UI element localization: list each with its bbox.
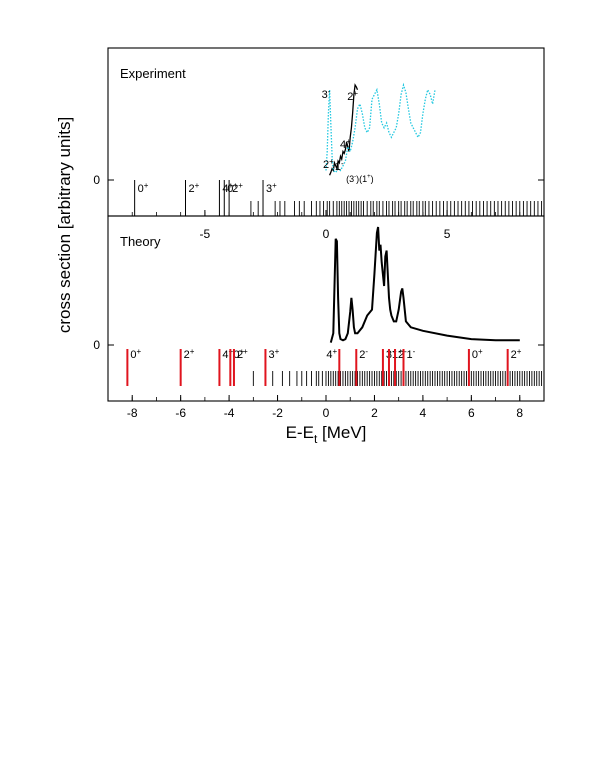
x-axis-label: E-Et [MeV] <box>286 423 367 446</box>
x-axis-tick-label: -8 <box>127 406 138 420</box>
level-label: 0+ <box>227 181 238 195</box>
level-label: 2+ <box>237 347 248 361</box>
level-label: 0+ <box>472 347 483 361</box>
x-axis-tick-label: 0 <box>323 406 330 420</box>
experiment-dotted-curve <box>325 82 436 174</box>
peak-label: 2+ <box>323 157 334 171</box>
level-label: 2+ <box>184 347 195 361</box>
x-axis-tick-label: -6 <box>175 406 186 420</box>
level-label: 3+ <box>266 181 277 195</box>
top-axis-tick-label: 5 <box>444 227 451 241</box>
x-axis-tick-label: 2 <box>371 406 378 420</box>
x-axis-label-unit: [MeV] <box>317 423 366 442</box>
top-axis-tick-label: -5 <box>200 227 211 241</box>
level-label: 1- <box>407 347 416 361</box>
peak-label: 3- <box>322 87 331 101</box>
peak-label: 4+ <box>340 137 351 151</box>
peak-label: 1- <box>335 159 344 173</box>
level-label: 4+ <box>326 347 337 361</box>
level-label: 2+ <box>511 347 522 361</box>
level-label: 0+ <box>138 181 149 195</box>
theory-layer: -8-6-4-20246800+2+4+0+2+3+4+2-3+1+2-1-0+… <box>93 226 545 420</box>
level-label: 3+ <box>268 347 279 361</box>
theory-curve <box>329 226 520 343</box>
level-label: 2- <box>359 347 368 361</box>
x-axis-tick-label: -4 <box>224 406 235 420</box>
experiment-label: Experiment <box>120 66 186 81</box>
y-axis-label: cross section [arbitrary units] <box>55 117 74 333</box>
x-axis-label-main: E-E <box>286 423 314 442</box>
top-axis-tick-label: 0 <box>323 227 330 241</box>
x-axis-tick-label: 6 <box>468 406 475 420</box>
level-label: 4+ <box>222 181 233 195</box>
x-axis-tick-label: 4 <box>420 406 427 420</box>
level-label: 2- <box>398 347 407 361</box>
level-label: 2+ <box>189 181 200 195</box>
level-label: 2+ <box>232 181 243 195</box>
peak-label: (3-)(1+) <box>346 174 374 184</box>
x-axis-tick-label: -2 <box>272 406 283 420</box>
level-label: 0+ <box>233 347 244 361</box>
experiment-curve <box>328 83 359 176</box>
y-tick-label: 0 <box>93 338 100 352</box>
experiment-layer: -5 0 500+ 2+ 4+0+2+ 3+3- 2+4+2+ 1-(3-)(1+) <box>93 82 545 241</box>
theory-label: Theory <box>120 234 161 249</box>
peak-label: 2+ <box>347 89 358 103</box>
level-label: 4+ <box>222 347 233 361</box>
experiment-panel: Experiment <box>107 47 545 217</box>
x-axis-tick-label: 8 <box>516 406 523 420</box>
y-tick-label: 0 <box>93 173 100 187</box>
level-label: 0+ <box>130 347 141 361</box>
x-axis-label-subscript: t <box>314 432 318 446</box>
